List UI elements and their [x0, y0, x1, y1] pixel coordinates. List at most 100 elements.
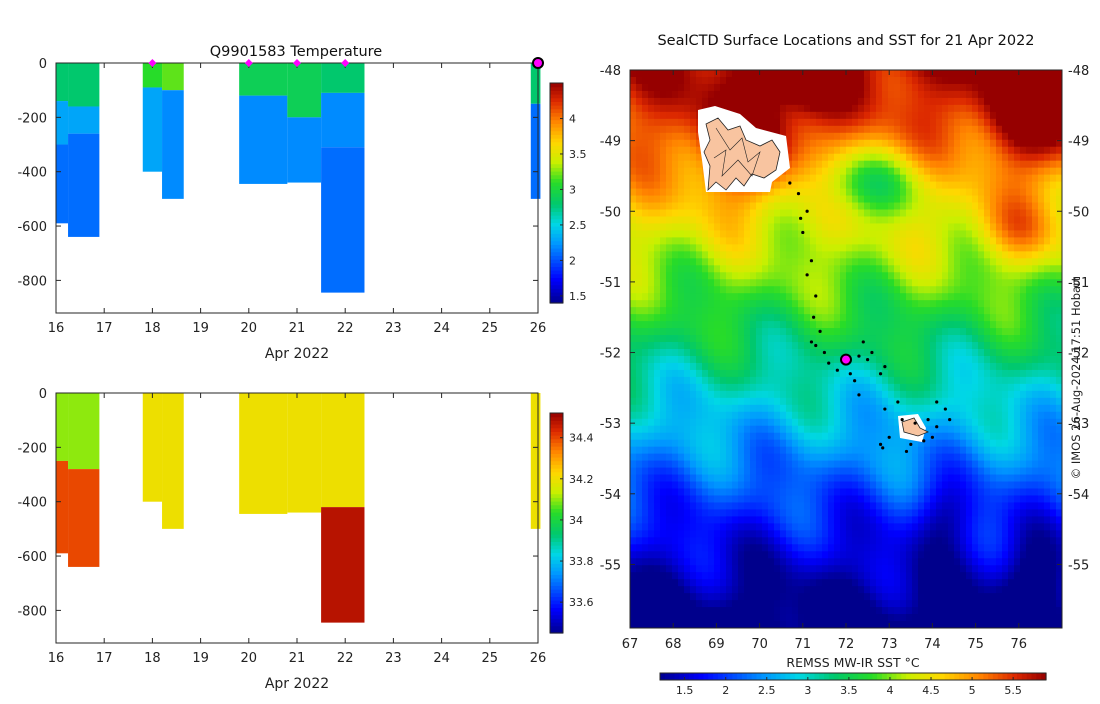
sst-cell [714, 91, 721, 99]
sst-cell [942, 412, 949, 420]
sst-cell [972, 237, 979, 245]
sst-cell [900, 607, 907, 615]
sst-cell [660, 342, 667, 350]
sst-cell [924, 196, 931, 204]
sst-cell [840, 175, 847, 183]
sst-cell [774, 272, 781, 280]
x-tick-label: 24 [433, 321, 450, 336]
sst-cell [786, 196, 793, 204]
sst-cell [882, 189, 889, 197]
sst-cell [942, 579, 949, 587]
sst-cell [756, 419, 763, 427]
sst-cell [666, 112, 673, 120]
sst-cell [702, 495, 709, 503]
sst-cell [906, 105, 913, 113]
sst-cell [888, 614, 895, 622]
sst-cell [750, 210, 757, 218]
sst-cell [750, 370, 757, 378]
sst-cell [792, 363, 799, 371]
sst-cell [936, 461, 943, 469]
sst-cell [756, 321, 763, 329]
sst-cell [792, 537, 799, 545]
sst-cell [642, 293, 649, 301]
sst-cell [708, 412, 715, 420]
sst-cell [678, 405, 685, 413]
sst-cell [630, 293, 637, 301]
sst-cell [972, 279, 979, 287]
sst-cell [708, 196, 715, 204]
sst-cell [978, 447, 985, 455]
sst-cell [810, 461, 817, 469]
sst-cell [642, 342, 649, 350]
sst-cell [660, 384, 667, 392]
sst-cell [768, 509, 775, 517]
sst-cell [846, 189, 853, 197]
sst-cell [708, 475, 715, 483]
sst-cell [912, 168, 919, 176]
sst-cell [930, 342, 937, 350]
sst-cell [972, 363, 979, 371]
sst-cell [780, 98, 787, 106]
sst-cell [840, 91, 847, 99]
sst-cell [726, 384, 733, 392]
sst-cell [642, 461, 649, 469]
sst-cell [666, 454, 673, 462]
sst-cell [630, 356, 637, 364]
sst-cell [786, 377, 793, 385]
sst-cell [876, 300, 883, 308]
sst-cell [804, 523, 811, 531]
colorbar-swatch [550, 453, 563, 457]
sst-cell [798, 419, 805, 427]
sst-cell [798, 412, 805, 420]
sst-cell [894, 119, 901, 127]
sst-cell [852, 189, 859, 197]
sst-cell [966, 356, 973, 364]
sst-cell [822, 384, 829, 392]
sst-cell [642, 509, 649, 517]
sst-cell [882, 530, 889, 538]
sst-cell [678, 203, 685, 211]
colorbar-swatch [550, 424, 563, 428]
sst-cell [774, 258, 781, 266]
sst-cell [894, 593, 901, 601]
sst-cell [642, 426, 649, 434]
sst-cell [792, 258, 799, 266]
colorbar-swatch [550, 413, 563, 417]
sst-cell [672, 286, 679, 294]
profile-4-segment-0 [239, 393, 287, 514]
sst-cell [852, 502, 859, 510]
sst-cell [768, 468, 775, 476]
sst-cell [702, 342, 709, 350]
sst-cell [708, 447, 715, 455]
sst-cell [918, 349, 925, 357]
sst-cell [918, 391, 925, 399]
sst-cell [792, 133, 799, 141]
sst-cell [930, 482, 937, 490]
sst-cell [948, 544, 955, 552]
sst-cell [954, 147, 961, 155]
sst-cell [816, 112, 823, 120]
sst-cell [798, 98, 805, 106]
sst-cell [918, 509, 925, 517]
sst-cell [642, 112, 649, 120]
sst-cell [768, 614, 775, 622]
sst-cell [672, 203, 679, 211]
sst-cell [846, 210, 853, 218]
sst-cell [702, 251, 709, 259]
sst-cell [954, 370, 961, 378]
sst-cell [654, 321, 661, 329]
sst-cell [822, 530, 829, 538]
colorbar-swatch [550, 219, 563, 223]
sst-cell [636, 565, 643, 573]
sst-cell [642, 154, 649, 162]
sst-cell [726, 482, 733, 490]
sst-cell [894, 621, 901, 629]
sst-cell [852, 328, 859, 336]
sst-cell [906, 516, 913, 524]
sst-cell [894, 544, 901, 552]
sst-cell [774, 495, 781, 503]
sst-cell [882, 279, 889, 287]
sst-cell [768, 300, 775, 308]
sst-cell [660, 182, 667, 190]
sst-cell [672, 454, 679, 462]
